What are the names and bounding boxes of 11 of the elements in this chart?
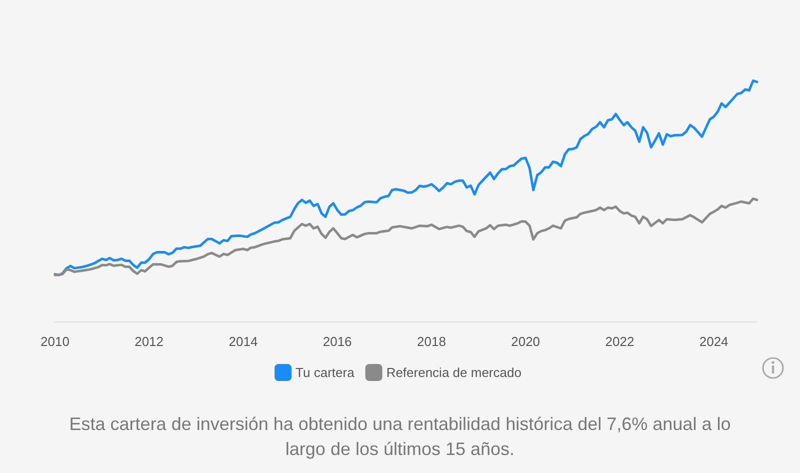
x-tick-label: 2010: [40, 334, 70, 349]
x-tick-label: 2022: [605, 334, 634, 349]
legend-label: Referencia de mercado: [386, 365, 522, 380]
x-tick-label: 2020: [511, 334, 540, 349]
legend-label: Tu cartera: [296, 365, 356, 380]
x-tick-label: 2016: [322, 334, 352, 349]
x-tick-label: 2012: [134, 334, 164, 349]
x-tick-label: 2024: [699, 334, 728, 349]
x-tick-label: 2014: [228, 334, 258, 349]
x-tick-label: 2018: [417, 334, 446, 349]
text: Esta cartera de inversión ha obtenido una rentabilidad histórica del 7,6% anual a lo largo de los últimos 15 años.: [69, 414, 731, 459]
